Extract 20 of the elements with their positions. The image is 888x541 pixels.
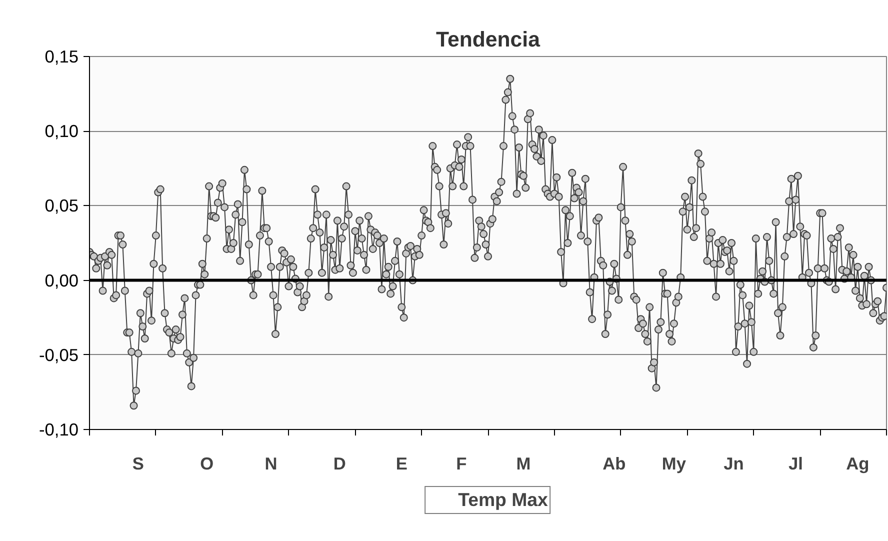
x-tick-label: My: [662, 454, 686, 474]
x-tick-label: M: [516, 454, 531, 474]
x-tick-label: Jn: [724, 454, 744, 474]
x-tick-label: F: [456, 454, 467, 474]
x-tick-label: O: [200, 454, 214, 474]
x-tick-label: Ag: [846, 454, 870, 474]
text: Temp Max: [458, 489, 548, 511]
x-tick-label: Jl: [788, 454, 803, 474]
y-tick-label: -0,10: [39, 420, 79, 440]
x-tick-label: Ab: [602, 454, 626, 474]
y-tick-label: 0,10: [44, 121, 79, 142]
x-tick-label: N: [264, 454, 278, 474]
y-tick-label: 0,00: [44, 270, 79, 290]
x-tick-label: S: [132, 454, 144, 474]
chart-title: Tendencia: [436, 28, 540, 52]
x-tick-label: E: [396, 454, 408, 474]
x-tick-label: D: [333, 454, 346, 474]
y-tick-label: 0,15: [44, 46, 79, 66]
y-tick-label: 0,05: [44, 196, 79, 216]
y-tick-label: -0,05: [39, 344, 79, 365]
